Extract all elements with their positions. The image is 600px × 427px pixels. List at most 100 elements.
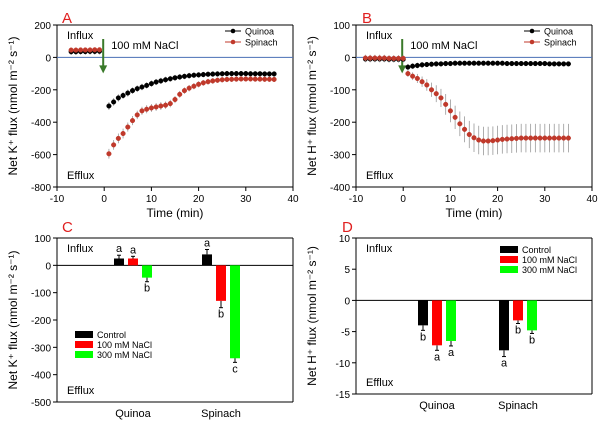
- category-label: Quinoa: [115, 408, 151, 420]
- data-point: [513, 61, 520, 67]
- legend-swatch: [75, 351, 93, 358]
- data-point: [528, 61, 534, 67]
- data-point: [476, 60, 482, 66]
- y-tick-label: 0: [344, 296, 350, 307]
- data-point: [377, 55, 383, 61]
- data-point: [490, 138, 496, 144]
- y-tick-label: 100: [333, 21, 350, 32]
- data-point: [214, 71, 221, 77]
- data-point: [134, 112, 140, 118]
- data-point: [433, 61, 439, 67]
- x-tick-label: 0: [101, 194, 107, 205]
- data-point: [513, 135, 520, 141]
- data-point: [391, 55, 397, 61]
- legend-marker: [529, 28, 535, 34]
- data-point: [233, 71, 239, 77]
- data-point: [172, 75, 178, 81]
- data-point: [438, 61, 444, 67]
- panel-letter: A: [62, 10, 72, 27]
- data-point: [457, 60, 463, 66]
- data-point: [471, 60, 477, 66]
- data-point: [177, 91, 183, 97]
- data-point: [229, 76, 235, 82]
- treatment-label: 100 mM NaCl: [111, 40, 178, 52]
- y-tick-label: 200: [34, 21, 51, 32]
- data-point: [181, 88, 187, 94]
- data-point: [428, 87, 435, 93]
- x-tick-label: 10: [445, 194, 457, 205]
- y-tick-label: -10: [336, 359, 351, 370]
- y-tick-label: -300: [330, 151, 350, 162]
- data-point: [395, 55, 402, 61]
- data-point: [271, 76, 277, 82]
- data-point: [139, 108, 145, 114]
- y-tick-label: 0: [344, 53, 350, 64]
- y-tick-label: -5: [341, 328, 350, 339]
- data-point: [125, 90, 131, 96]
- data-point: [144, 106, 150, 112]
- data-point: [485, 138, 491, 144]
- x-axis-label: Time (min): [446, 206, 503, 220]
- legend-label: 100 mM NaCl: [522, 255, 577, 265]
- significance-letter: a: [501, 358, 508, 370]
- data-point: [200, 72, 206, 78]
- data-point: [546, 135, 553, 141]
- x-tick-label: 20: [492, 194, 504, 205]
- data-point: [191, 72, 197, 78]
- data-point: [561, 135, 567, 141]
- significance-letter: a: [116, 243, 123, 255]
- significance-letter: a: [448, 347, 455, 359]
- data-point: [447, 108, 453, 114]
- significance-letter: c: [232, 363, 238, 375]
- y-tick-label: -600: [31, 151, 51, 162]
- legend-swatch: [500, 266, 518, 273]
- bar: [142, 265, 152, 278]
- treatment-arrow-head: [99, 65, 108, 74]
- panel-c: C -500 -400 -300 -200 -100 0 100 Net K⁺ flux (nm…: [6, 219, 294, 420]
- data-point: [443, 61, 449, 67]
- data-point: [111, 142, 117, 148]
- significance-letter: a: [204, 237, 211, 249]
- y-tick-label: -15: [336, 390, 351, 401]
- data-point: [565, 61, 571, 67]
- data-point: [405, 71, 411, 77]
- data-point: [518, 61, 524, 67]
- bar: [216, 265, 226, 301]
- efflux-label: Efflux: [67, 170, 95, 182]
- data-point: [405, 64, 411, 70]
- data-point: [219, 77, 225, 83]
- data-point: [419, 62, 425, 68]
- data-point: [243, 71, 249, 77]
- bar: [432, 300, 442, 346]
- data-point: [523, 135, 529, 141]
- data-point: [68, 47, 74, 53]
- bar: [527, 300, 537, 331]
- data-point: [167, 101, 173, 107]
- data-point: [158, 103, 164, 109]
- data-point: [410, 63, 416, 69]
- y-tick-label: 5: [344, 265, 350, 276]
- data-point: [452, 114, 458, 120]
- data-point: [561, 61, 567, 67]
- data-point: [542, 135, 548, 141]
- data-point: [462, 60, 468, 66]
- bar: [202, 254, 212, 266]
- data-point: [452, 60, 458, 66]
- panel-d: D -15 -10 -5 0 5 10 Net H⁺ flux (nmol m⁻² s⁻¹) I…: [305, 219, 593, 412]
- data-point: [438, 95, 444, 101]
- data-point: [191, 83, 197, 89]
- legend-label: 300 mM NaCl: [522, 265, 577, 275]
- data-point: [247, 71, 254, 77]
- series-quinoa: [68, 48, 277, 111]
- y-tick-label: 0: [45, 261, 51, 272]
- data-point: [504, 61, 510, 67]
- y-tick-label: -200: [31, 86, 51, 97]
- data-point: [400, 55, 406, 61]
- data-point: [556, 61, 562, 67]
- data-point: [106, 151, 112, 157]
- data-point: [537, 135, 543, 141]
- data-point: [144, 82, 150, 88]
- data-point: [153, 104, 159, 110]
- significance-letter: b: [515, 324, 521, 336]
